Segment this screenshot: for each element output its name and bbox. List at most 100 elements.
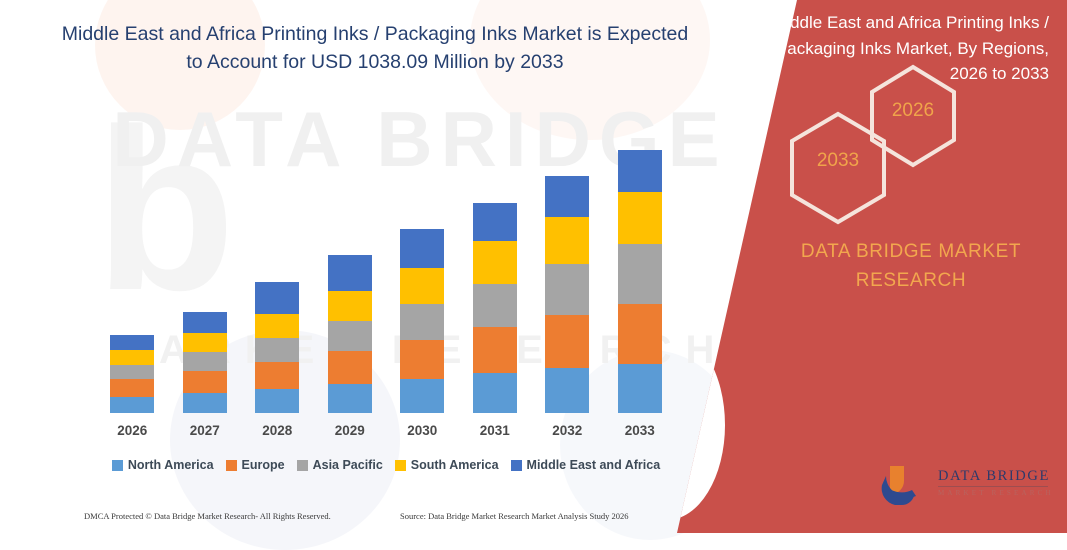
bar-segment	[472, 203, 517, 241]
logo-divider	[938, 486, 1048, 487]
legend-label: Asia Pacific	[312, 458, 383, 472]
legend-item[interactable]: Asia Pacific	[296, 458, 383, 472]
legend-label: North America	[127, 458, 214, 472]
footer: DMCA Protected © Data Bridge Market Rese…	[0, 505, 700, 527]
bar-segment	[182, 333, 227, 352]
bar-segment	[545, 217, 590, 264]
bar-stack	[110, 335, 155, 413]
bar-segment	[400, 268, 445, 304]
bar-stack	[617, 150, 662, 413]
legend-swatch	[225, 459, 237, 471]
bar-segment	[255, 338, 300, 362]
x-axis-tick-label: 2031	[479, 422, 510, 438]
bar-segment	[110, 365, 155, 379]
legend-item[interactable]: Europe	[225, 458, 285, 472]
bar-segment	[617, 364, 662, 413]
bar-segment	[545, 315, 590, 368]
hexagon-2033-label: 2033	[816, 150, 860, 171]
footer-source: Source: Data Bridge Market Research Mark…	[400, 511, 629, 521]
brand-line-2: RESEARCH	[855, 269, 967, 291]
logo-mark-icon	[881, 466, 916, 506]
data-bridge-logo: DATA BRIDGE MARKET RESEARCH	[880, 462, 1055, 510]
bar-column	[314, 110, 386, 413]
bar-stack	[182, 312, 227, 413]
bar-segment	[327, 321, 372, 351]
legend-label: South America	[410, 458, 499, 472]
x-axis-tick-label: 2027	[189, 422, 220, 438]
bar-column	[386, 110, 458, 413]
bar-segment	[545, 264, 590, 315]
bar-segment	[327, 351, 372, 384]
bar-segment	[182, 393, 227, 413]
x-axis-tick-label: 2028	[262, 422, 293, 438]
bar-segment	[472, 373, 517, 413]
hexagon-2033-shape	[790, 111, 886, 225]
bar-segment	[327, 255, 372, 291]
legend-swatch	[510, 459, 522, 471]
bar-column	[604, 110, 676, 413]
bar-segment	[472, 327, 517, 373]
chart-plot-area	[96, 110, 676, 413]
bar-segment	[255, 389, 300, 413]
bar-stack	[400, 229, 445, 413]
logo-text: DATA BRIDGE MARKET RESEARCH	[938, 468, 1054, 497]
right-panel: Middle East and Africa Printing Inks / P…	[677, 0, 1067, 533]
bar-stack	[327, 255, 372, 413]
bar-group	[96, 110, 676, 413]
bar-segment	[400, 379, 445, 413]
x-axis-tick-label: 2033	[624, 422, 655, 438]
bar-segment	[182, 352, 227, 371]
bar-segment	[182, 371, 227, 393]
footer-copyright: DMCA Protected © Data Bridge Market Rese…	[84, 511, 331, 521]
bar-segment	[400, 229, 445, 268]
x-axis-tick-label: 2030	[407, 422, 438, 438]
bar-segment	[327, 291, 372, 321]
bar-segment	[472, 284, 517, 327]
legend-item[interactable]: South America	[394, 458, 499, 472]
legend-swatch	[296, 459, 308, 471]
watermark-monogram: b	[95, 81, 236, 338]
bar-segment	[327, 384, 372, 413]
bar-segment	[617, 304, 662, 364]
bar-segment	[400, 340, 445, 379]
logo-subtitle: MARKET RESEARCH	[938, 489, 1054, 497]
brand-line-1: DATA BRIDGE MARKET	[800, 241, 1022, 262]
legend-label: Middle East and Africa	[526, 458, 661, 472]
bar-segment	[472, 241, 517, 284]
legend-swatch	[394, 459, 406, 471]
bar-column	[459, 110, 531, 413]
page-title: Middle East and Africa Printing Inks / P…	[61, 23, 689, 74]
brand-block: DATA BRIDGE MARKET RESEARCH	[677, 238, 1067, 295]
hexagon-2026-label: 2026	[891, 100, 935, 121]
bar-segment	[617, 244, 662, 304]
bar-segment	[545, 368, 590, 413]
bar-segment	[110, 379, 155, 397]
bar-segment	[400, 304, 445, 340]
legend-item[interactable]: North America	[111, 458, 214, 472]
x-axis-tick-label: 2029	[334, 422, 365, 438]
legend-label: Europe	[241, 458, 285, 472]
bar-segment	[545, 176, 590, 217]
x-axis-labels: 2026 2027 2028 2029 2030 2031 2032 2033	[96, 419, 676, 441]
bar-stack	[472, 203, 517, 413]
panel-title: Middle East and Africa Printing Inks / P…	[772, 13, 1049, 83]
bar-column	[241, 110, 313, 413]
bar-segment	[617, 192, 662, 244]
bar-stack	[545, 176, 590, 413]
x-axis-tick-label: 2032	[552, 422, 583, 438]
legend-item[interactable]: Middle East and Africa	[510, 458, 661, 472]
logo-name: DATA BRIDGE	[938, 468, 1050, 484]
bar-segment	[255, 314, 300, 338]
bar-segment	[255, 282, 300, 314]
x-axis-tick-label: 2026	[117, 422, 148, 438]
bar-column	[531, 110, 603, 413]
bar-segment	[110, 397, 155, 413]
bar-segment	[255, 362, 300, 389]
bar-segment	[182, 312, 227, 333]
bar-column	[169, 110, 241, 413]
bar-segment	[110, 335, 155, 350]
bar-column	[96, 110, 168, 413]
bar-segment	[617, 150, 662, 192]
chart-legend: North America Europe Asia Pacific South Ame…	[96, 453, 676, 477]
